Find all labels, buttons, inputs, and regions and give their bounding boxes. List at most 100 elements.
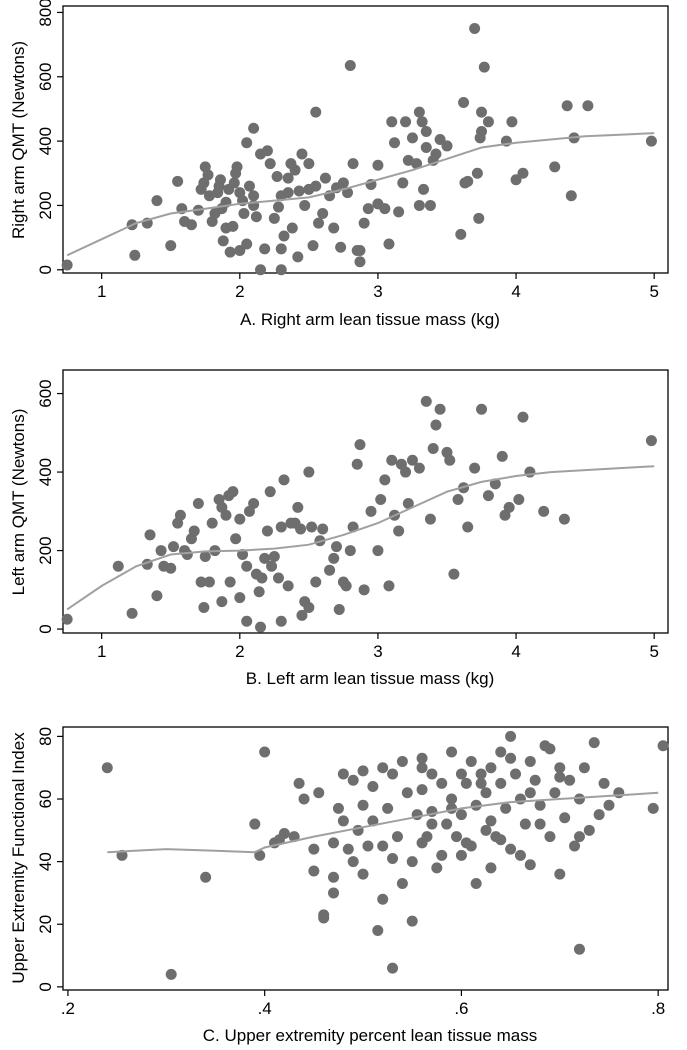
y-tick-label-a: 600 [36,63,55,91]
data-point-b [275,521,287,533]
data-point-b [427,443,439,455]
data-point-b [234,592,246,604]
x-tick-label-c: .8 [651,999,665,1018]
data-point-a [413,199,425,211]
data-point-a [458,97,470,109]
data-point-b [476,403,488,415]
data-point-a [241,137,253,149]
data-point-c [593,809,605,821]
data-point-b [462,521,474,533]
data-point-b [126,607,138,619]
panel-a: 1 2 3 4 5 0 200 400 600 800 A. Right arm lean ti… [9,0,669,329]
data-point-c [505,843,517,855]
data-point-b [344,545,356,557]
data-point-a [264,158,276,170]
data-point-b [195,576,207,588]
data-point-b [354,439,366,451]
data-point-a [406,132,418,144]
data-point-b [248,497,260,509]
data-point-a [645,135,657,147]
data-point-a [549,161,561,173]
data-point-c [337,768,349,780]
data-point-c [116,849,128,861]
data-point-c [293,777,305,789]
data-point-b [310,576,322,588]
data-point-b [181,548,193,560]
data-point-a [165,240,177,252]
data-point-b [400,466,412,478]
data-point-b [188,525,200,537]
data-point-b [303,466,315,478]
data-point-b [268,550,280,562]
data-point-b [513,494,525,506]
data-point-a [393,206,405,218]
data-point-b [365,505,377,517]
data-point-a [582,100,594,112]
data-point-b [524,466,536,478]
data-point-c [573,831,585,843]
data-point-a [335,241,347,253]
x-tick-label-c: .6 [454,999,468,1018]
data-point-a [344,60,356,72]
data-point-b [264,486,276,498]
data-point-b [386,454,398,466]
data-point-b [383,580,395,592]
data-point-b [558,513,570,525]
data-point-a [248,122,260,134]
data-point-a [275,264,287,276]
x-tick-label-b: 4 [511,642,520,661]
plot-frame-b [62,369,669,634]
data-point-a [362,203,374,215]
data-point-b [402,497,414,509]
x-ticks-c: .2 .4 .6 .8 [61,990,665,1018]
data-point-a [282,187,294,199]
data-point-a [413,106,425,118]
data-point-b [292,501,304,513]
data-point-c [357,765,369,777]
y-tick-label-a: 400 [36,127,55,155]
data-point-b [330,541,342,553]
data-point-c [588,737,600,749]
data-point-a [241,238,253,250]
data-point-a [272,201,284,213]
data-point-b [420,395,432,407]
x-tick-label-b: 3 [373,642,382,661]
data-point-a [424,199,436,211]
data-point-a [416,116,428,128]
data-point-c [529,774,541,786]
data-point-c [396,878,408,890]
data-point-b [206,517,218,529]
data-point-b [496,450,508,462]
data-point-a [400,116,412,128]
scatter-points-a [61,23,657,276]
plot-frame-c [62,726,669,991]
data-point-c [377,762,389,774]
data-point-b [227,486,239,498]
data-point-b [538,505,550,517]
data-point-b [306,521,318,533]
data-point-c [598,777,610,789]
data-point-c [524,787,536,799]
data-point-b [216,596,228,608]
data-point-c [455,768,467,780]
y-tick-label-c: 60 [36,790,55,809]
data-point-c [569,840,581,852]
data-point-b [278,474,290,486]
data-point-c [308,865,320,877]
data-point-c [273,834,285,846]
x-ticks-a: 1 2 3 4 5 [97,273,659,301]
data-point-c [337,815,349,827]
data-point-c [524,755,536,767]
data-point-c [559,812,571,824]
data-point-c [480,787,492,799]
y-axis-label-b: Left arm QMT (Newtons) [9,409,28,596]
data-point-a [471,167,483,179]
y-tick-label-b: 400 [36,458,55,486]
data-point-a [469,23,481,35]
data-point-b [112,560,124,572]
data-point-b [324,564,336,576]
data-point-a [354,256,366,268]
data-point-a [358,217,370,229]
data-point-a [268,212,280,224]
data-point-b [266,560,278,572]
